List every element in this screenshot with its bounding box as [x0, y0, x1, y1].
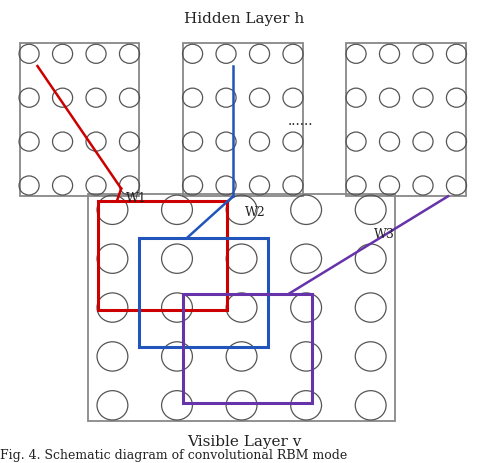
Text: W2: W2: [245, 206, 266, 219]
Text: Hidden Layer h: Hidden Layer h: [184, 12, 304, 25]
Text: W1: W1: [126, 192, 147, 205]
Text: Visible Layer v: Visible Layer v: [187, 434, 301, 448]
Text: W3: W3: [373, 228, 394, 241]
Bar: [346, 44, 466, 197]
Bar: [183, 294, 312, 403]
Bar: [183, 44, 303, 197]
Bar: [139, 238, 268, 347]
Text: ......: ......: [287, 113, 313, 127]
Bar: [98, 201, 227, 310]
Text: Fig. 4. Schematic diagram of convolutional RBM mode: Fig. 4. Schematic diagram of convolution…: [0, 448, 347, 461]
Bar: [88, 194, 395, 421]
Bar: [20, 44, 139, 197]
